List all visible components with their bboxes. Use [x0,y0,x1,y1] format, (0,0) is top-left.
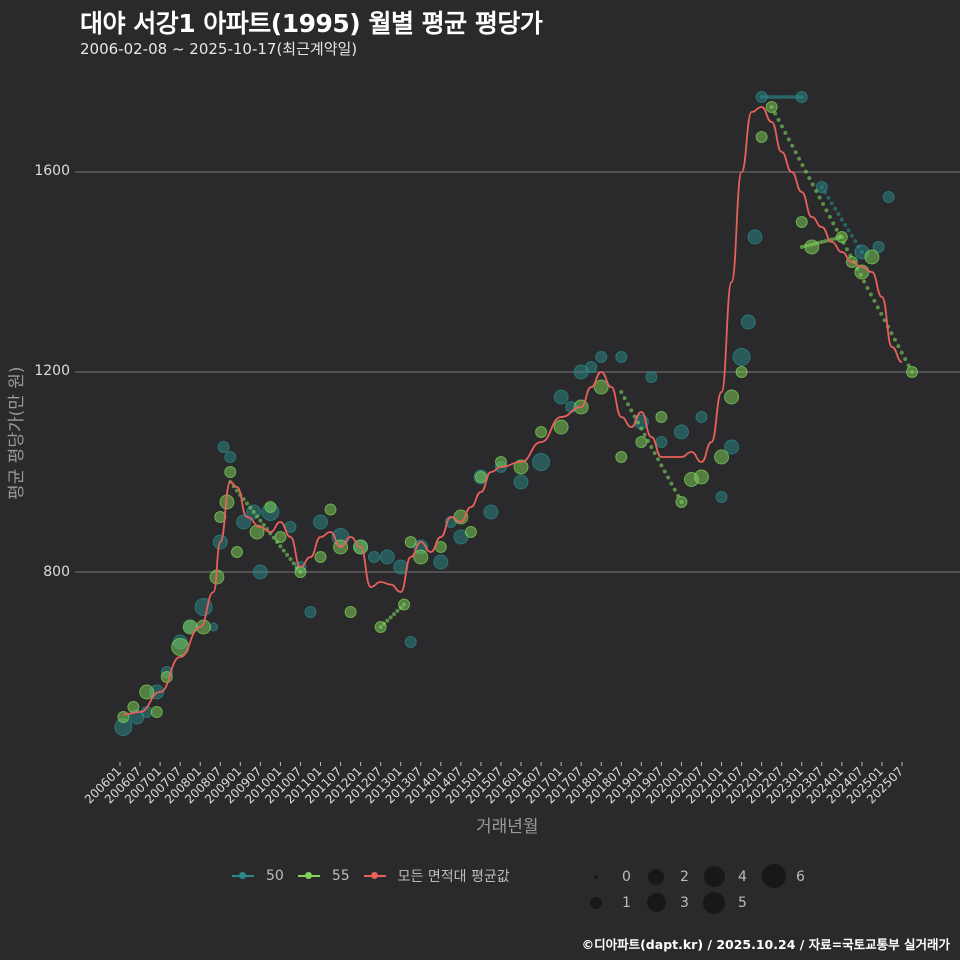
y-tick-1600: 1600 [34,163,70,179]
legend-key-55-icon [297,869,320,883]
chart-subtitle: 2006-02-08 ~ 2025-10-17(최근계약일) [80,40,358,58]
legend-key-50-icon [232,869,254,883]
size-label-4: 4 [738,869,747,885]
size-legend: 0 1 2 3 4 5 6 [585,860,825,920]
average-line [123,106,903,716]
size-label-1: 1 [622,895,631,911]
size-label-2: 2 [680,869,689,885]
size-label-0: 0 [622,869,631,885]
legend-item-50[interactable]: 50 [232,868,284,884]
size-2-icon [648,869,664,885]
legend-key-average-icon [363,869,386,883]
bubble-series [114,91,919,736]
size-4-icon [704,866,725,887]
x-axis-label: 거래년월 [476,817,539,837]
size-1-icon [590,897,602,909]
x-axis-ticks: 2006012006072007012007072008012008072009… [82,762,906,807]
size-label-6: 6 [796,869,805,885]
size-3-icon [647,893,666,912]
legend-label-55: 55 [331,868,350,884]
size-label-3: 3 [680,895,689,911]
legend-item-average[interactable]: 모든 면적대 평균값 [363,866,510,886]
size-label-5: 5 [738,895,747,911]
y-axis-label: 평균 평당가(만 원) [7,366,27,500]
y-tick-800: 800 [43,564,70,580]
legend-label-50: 50 [266,868,284,884]
legend-label-average: 모든 면적대 평균값 [397,869,510,885]
y-tick-1200: 1200 [34,363,70,379]
size-5-icon [703,892,725,914]
series-legend: 50 55 모든 면적대 평균값 [232,866,524,886]
chart-title: 대야 서강1 아파트(1995) 월별 평균 평당가 [80,9,543,38]
legend-item-55[interactable]: 55 [297,868,350,884]
source-credit: ©디아파트(dapt.kr) / 2025.10.24 / 자료=국토교통부 실… [581,937,950,952]
size-0-icon [594,875,598,879]
size-6-icon [762,864,786,888]
gridlines [75,171,960,573]
